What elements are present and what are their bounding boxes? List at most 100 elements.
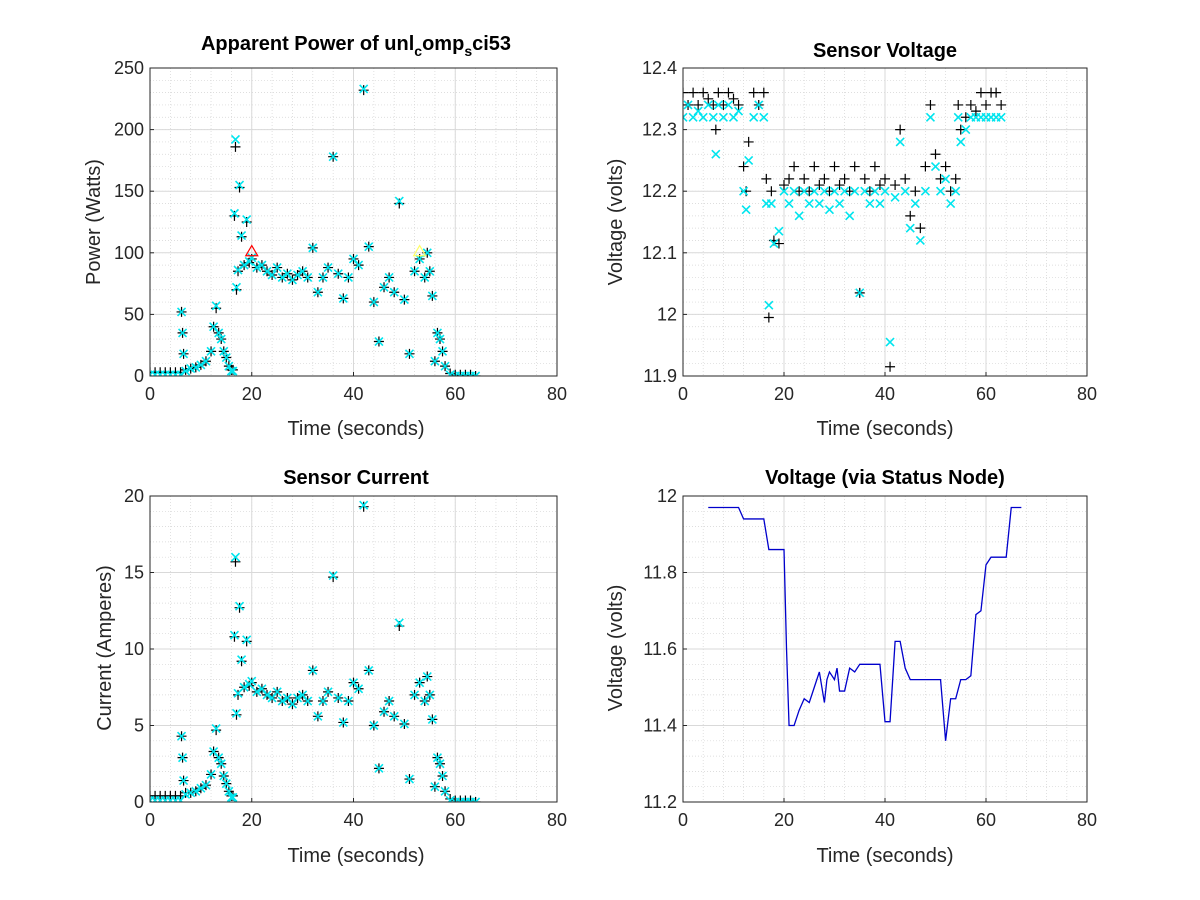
x-point [845, 211, 855, 221]
plus-point [991, 87, 1002, 98]
x-point [292, 270, 303, 280]
x-point [369, 720, 379, 731]
x-point [308, 665, 318, 675]
chart-status-node-voltage: 0 20 40 60 80 11.2 11.4 11.6 11.8 12 Voltage (via… [605, 467, 1097, 867]
tick-labels: 0 20 40 60 80 0 5 10 15 20 [124, 486, 567, 830]
plus-point [869, 161, 880, 172]
series-group [150, 84, 481, 376]
x-point [303, 272, 313, 283]
x-point [359, 84, 369, 94]
x-point [435, 334, 445, 344]
y-tick-label: 12.1 [642, 243, 677, 263]
x-point [252, 687, 262, 697]
x-point [683, 112, 688, 122]
plus-point [819, 173, 830, 184]
x-point [389, 711, 399, 721]
plus-point [241, 636, 252, 647]
y-tick-label: 12.3 [642, 120, 677, 140]
x-point [723, 100, 734, 110]
x-point [432, 753, 443, 763]
plus-point [236, 656, 247, 667]
x-point [900, 186, 910, 196]
y-tick-label: 100 [114, 243, 144, 263]
x-point [471, 797, 481, 802]
plus-point [905, 210, 916, 221]
data-marks [708, 506, 1022, 741]
plus-point [698, 87, 709, 98]
plus-point [981, 99, 991, 110]
x-point [471, 371, 481, 376]
plus-point [766, 186, 777, 197]
plus-point [733, 99, 744, 110]
x-tick-label: 60 [976, 384, 996, 404]
x-point [323, 263, 333, 273]
x-point [221, 352, 231, 363]
x-point [181, 366, 191, 376]
x-point [226, 366, 236, 376]
x-point [819, 186, 829, 196]
plus-point [723, 87, 734, 98]
plus-point [900, 173, 911, 184]
x-point [242, 635, 252, 645]
x-point [201, 780, 211, 790]
x-point [318, 272, 328, 283]
plus-point [470, 371, 481, 376]
plus-point [920, 161, 931, 172]
x-point [855, 288, 865, 298]
y-tick-label: 250 [114, 58, 144, 78]
plus-point [874, 180, 885, 191]
x-point [870, 186, 880, 196]
plus-point [779, 180, 789, 191]
plus-point [925, 99, 936, 110]
x-point [230, 134, 241, 145]
y-tick-label: 11.6 [643, 639, 677, 659]
x-tick-label: 20 [242, 810, 262, 830]
x-point [409, 690, 420, 700]
x-point [961, 125, 971, 135]
y-tick-label: 12.4 [642, 58, 677, 78]
plus-point [945, 186, 956, 197]
plus-point [910, 186, 921, 197]
y-tick-label: 11.9 [643, 366, 677, 386]
y-tick-label: 12.2 [642, 181, 677, 201]
x-point [239, 260, 249, 270]
x-point [181, 789, 191, 799]
plus-point [834, 180, 845, 191]
x-point [399, 295, 409, 305]
x-axis-label: Time (seconds) [816, 845, 953, 867]
x-tick-label: 20 [242, 384, 262, 404]
x-tick-label: 40 [875, 384, 895, 404]
x-point [179, 349, 189, 359]
x-point [759, 112, 769, 122]
plus-point [230, 141, 241, 152]
tick-labels: 0 20 40 60 80 11.2 11.4 11.6 11.8 12 [643, 486, 1097, 830]
x-tick-label: 60 [976, 810, 996, 830]
x-point [718, 112, 728, 122]
x-point [953, 112, 963, 122]
x-tick-label: 0 [145, 384, 155, 404]
plus-point [895, 124, 906, 135]
plus-point [965, 99, 976, 110]
x-point [333, 693, 343, 703]
x-point [229, 208, 240, 218]
x-axis-label: Time (seconds) [287, 845, 424, 867]
plus-point [758, 87, 769, 98]
plus-point [713, 87, 724, 98]
x-point [415, 678, 425, 688]
x-point [354, 684, 364, 694]
x-point [895, 137, 905, 147]
x-point [252, 263, 262, 273]
x-point [233, 265, 243, 275]
y-tick-label: 5 [134, 716, 144, 736]
x-point [262, 690, 272, 700]
x-point [359, 500, 369, 510]
x-point [754, 100, 764, 110]
x-point [769, 238, 779, 249]
x-point [708, 112, 718, 122]
x-point [834, 198, 845, 209]
x-point [384, 272, 394, 283]
x-tick-label: 60 [445, 810, 465, 830]
x-point [219, 346, 229, 356]
data-marks [683, 87, 1007, 372]
x-point [231, 708, 242, 718]
